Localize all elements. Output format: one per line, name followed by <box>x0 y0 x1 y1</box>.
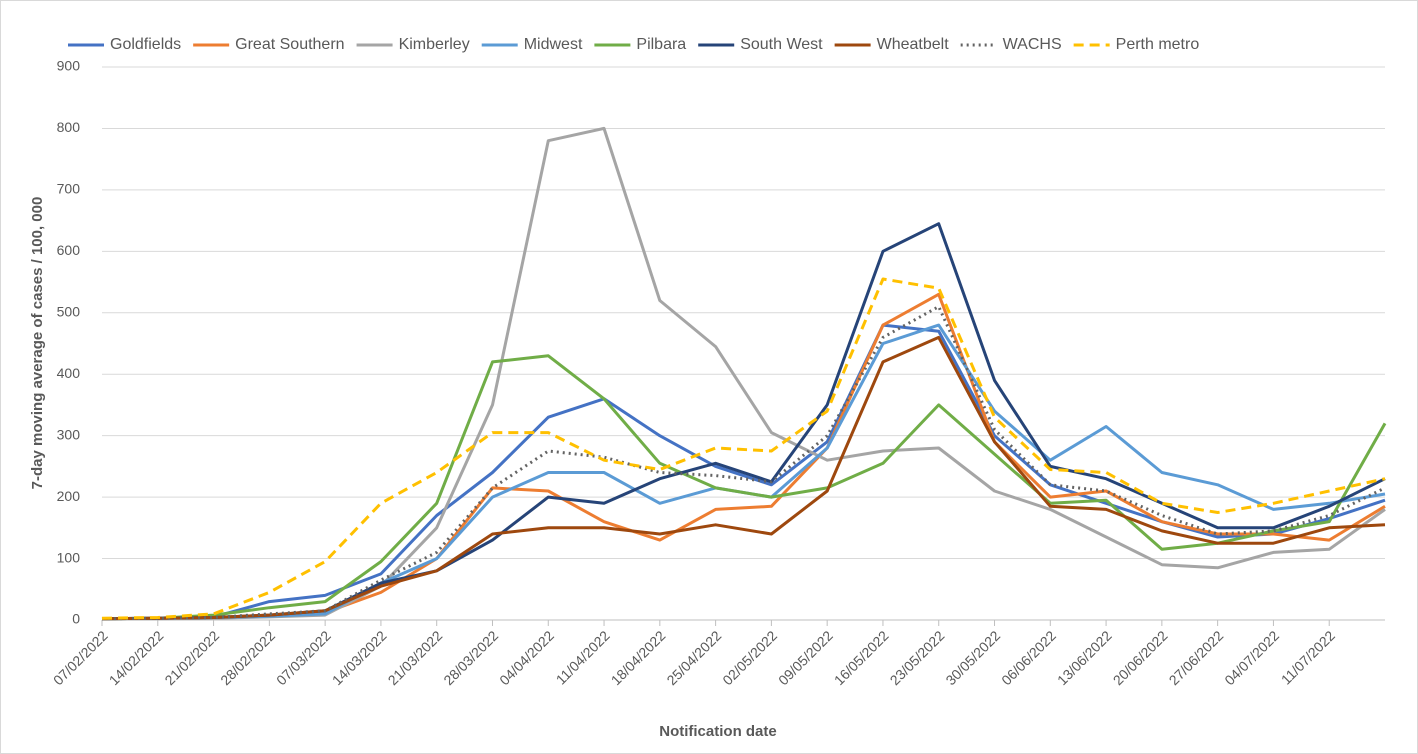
legend-label: Great Southern <box>235 36 344 53</box>
legend-label: Goldfields <box>110 36 181 53</box>
y-tick-label: 200 <box>57 488 81 504</box>
y-tick-label: 800 <box>57 119 81 135</box>
y-tick-label: 0 <box>72 611 80 627</box>
y-tick-label: 500 <box>57 303 81 319</box>
legend-label: South West <box>740 36 823 53</box>
y-tick-label: 100 <box>57 549 81 565</box>
y-tick-label: 600 <box>57 242 81 258</box>
x-axis-title: Notification date <box>659 723 777 740</box>
y-tick-label: 700 <box>57 181 81 197</box>
legend-label: Midwest <box>524 36 583 53</box>
legend-label: Wheatbelt <box>877 36 950 53</box>
legend-label: WACHS <box>1003 36 1062 53</box>
series-line <box>101 335 1386 621</box>
legend-label: Perth metro <box>1116 36 1200 53</box>
series-line <box>101 277 1386 620</box>
y-axis-title: 7-day moving average of cases / 100, 000 <box>29 197 46 490</box>
y-tick-label: 400 <box>57 365 81 381</box>
y-tick-label: 900 <box>57 58 81 74</box>
series-line <box>101 354 1387 621</box>
legend-label: Kimberley <box>399 36 470 53</box>
y-tick-label: 300 <box>57 426 81 442</box>
legend-label: Pilbara <box>636 36 686 53</box>
